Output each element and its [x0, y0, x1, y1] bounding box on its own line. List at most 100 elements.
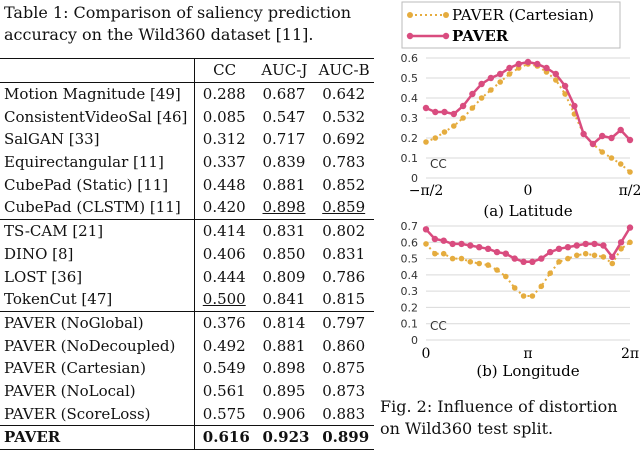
y-tick-label: 0.4	[401, 92, 419, 105]
data-point-cartesian	[441, 251, 447, 257]
data-point-cartesian	[497, 79, 503, 85]
data-point-paver	[618, 127, 624, 133]
y-axis-label: CC	[430, 319, 447, 333]
data-point-paver	[467, 242, 473, 248]
aucj-cell: 0.898	[255, 357, 315, 380]
data-point-cartesian	[592, 253, 598, 259]
data-point-cartesian	[459, 256, 465, 262]
data-point-paver	[562, 83, 568, 89]
data-point-cartesian	[451, 123, 457, 129]
data-point-paver	[608, 135, 614, 141]
data-point-cartesian	[627, 169, 633, 175]
x-tick-label: −π/2	[409, 183, 444, 199]
data-point-cartesian	[503, 274, 509, 280]
data-point-cartesian	[432, 251, 438, 257]
cc-cell: 0.444	[194, 265, 254, 288]
y-tick-label: 0.7	[401, 220, 419, 233]
aucb-cell: 0.786	[314, 265, 374, 288]
data-point-cartesian	[601, 254, 607, 260]
data-point-paver	[478, 81, 484, 87]
y-tick-label: 0.1	[401, 318, 419, 331]
data-point-paver	[627, 137, 633, 143]
data-point-cartesian	[609, 155, 615, 161]
aucb-cell: 0.802	[314, 219, 374, 242]
header-method	[0, 59, 194, 83]
data-point-paver	[590, 141, 596, 147]
data-point-cartesian	[512, 285, 518, 291]
aucb-cell: 0.831	[314, 243, 374, 266]
aucj-cell: 0.881	[255, 334, 315, 357]
x-tick-label: 2π	[621, 346, 639, 362]
cc-cell: 0.500	[194, 288, 254, 311]
data-point-cartesian	[547, 270, 553, 276]
data-point-paver	[543, 65, 549, 71]
method-cell: DINO [8]	[0, 243, 194, 266]
y-tick-label: 0.4	[401, 269, 419, 282]
y-tick-label: 0.3	[401, 112, 419, 125]
data-point-paver	[451, 111, 457, 117]
cc-cell: 0.414	[194, 219, 254, 242]
aucj-cell: 0.717	[255, 128, 315, 151]
header-aucb: AUC-B	[314, 59, 374, 83]
data-point-cartesian	[583, 251, 589, 257]
method-cell: PAVER	[0, 426, 194, 450]
data-point-paver	[609, 254, 615, 260]
method-cell: Equirectangular [11]	[0, 151, 194, 174]
cc-cell: 0.549	[194, 357, 254, 380]
cc-cell: 0.288	[194, 82, 254, 105]
aucj-cell: 0.831	[255, 219, 315, 242]
aucb-cell: 0.532	[314, 105, 374, 128]
data-point-paver	[627, 224, 633, 230]
method-cell: PAVER (Cartesian)	[0, 357, 194, 380]
chart-title: (b) Longitude	[476, 362, 579, 380]
aucj-cell: 0.895	[255, 380, 315, 403]
data-point-paver	[529, 259, 535, 265]
data-point-paver	[556, 246, 562, 252]
data-point-paver	[574, 242, 580, 248]
method-cell: Motion Magnitude [49]	[0, 82, 194, 105]
aucb-cell: 0.642	[314, 82, 374, 105]
data-point-cartesian	[423, 241, 429, 247]
data-point-paver	[553, 71, 559, 77]
data-point-cartesian	[627, 240, 633, 246]
y-tick-label: 0.6	[401, 236, 419, 249]
series-cartesian-line	[426, 242, 630, 296]
x-tick-label: π	[523, 346, 532, 362]
aucj-cell: 0.923	[255, 426, 315, 450]
y-tick-label: 0.5	[401, 253, 419, 266]
data-point-cartesian	[521, 293, 527, 299]
x-tick-label: 0	[524, 183, 533, 199]
chart-title: (a) Latitude	[483, 202, 572, 220]
aucb-cell: 0.875	[314, 357, 374, 380]
aucb-cell: 0.859	[314, 196, 374, 219]
data-point-paver	[485, 246, 491, 252]
y-tick-label: 0.2	[401, 132, 419, 145]
data-point-paver	[547, 249, 553, 255]
aucj-cell: 0.839	[255, 151, 315, 174]
y-tick-label: 0.6	[401, 52, 419, 65]
data-point-cartesian	[479, 95, 485, 101]
data-point-paver	[512, 255, 518, 261]
results-table: CC AUC-J AUC-B Motion Magnitude [49]0.28…	[0, 58, 374, 450]
data-point-paver	[565, 244, 571, 250]
data-point-paver	[520, 259, 526, 265]
data-point-cartesian	[530, 293, 536, 299]
data-point-cartesian	[468, 259, 474, 265]
data-point-paver	[600, 242, 606, 248]
legend-cartesian-marker	[407, 12, 413, 18]
data-point-paver	[432, 236, 438, 242]
data-point-cartesian	[618, 161, 624, 167]
y-tick-label: 0.5	[401, 72, 419, 85]
aucj-cell: 0.547	[255, 105, 315, 128]
y-axis-label: CC	[430, 157, 447, 171]
x-tick-label: 0	[422, 346, 431, 362]
data-point-paver	[423, 105, 429, 111]
